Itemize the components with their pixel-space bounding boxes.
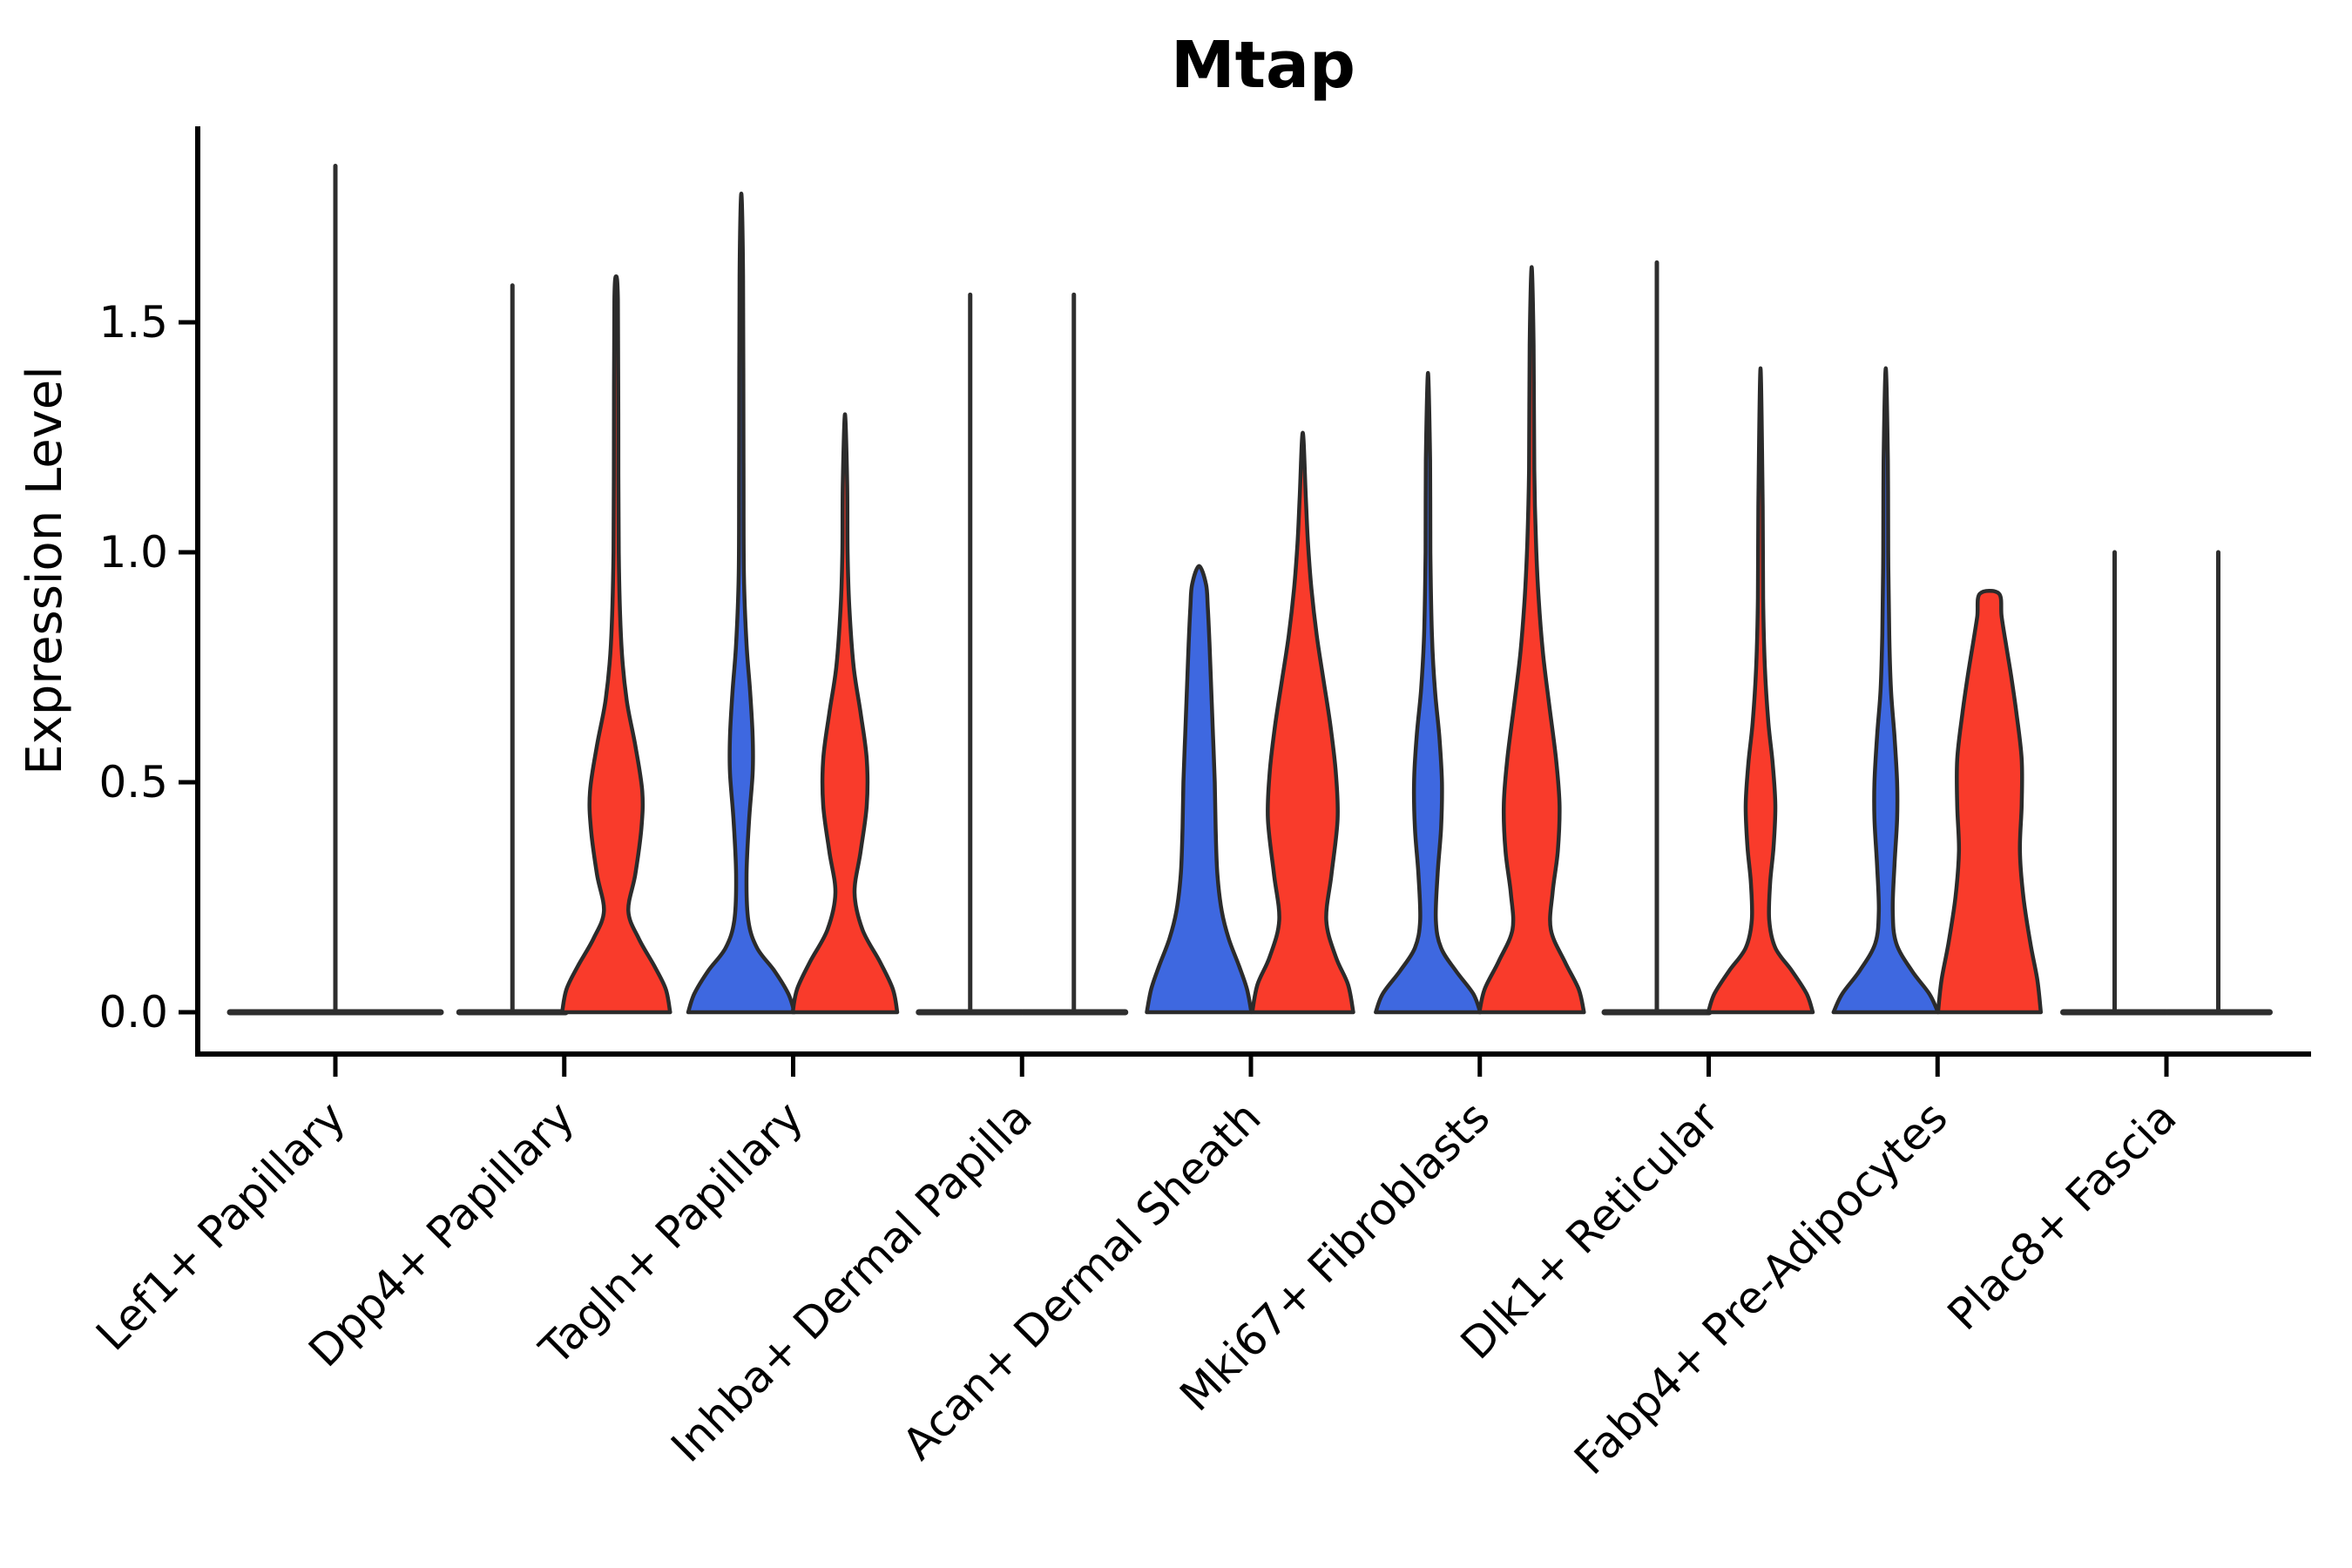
x-tick-label: Inhba+ Dermal Papilla (661, 1092, 1041, 1471)
violin-red (790, 412, 900, 1015)
violin-red (1250, 430, 1355, 1015)
y-tick-label: 1.5 (98, 297, 168, 348)
x-tick-label: Plac8+ Fascia (1938, 1092, 2186, 1340)
violin-blue (1374, 370, 1483, 1015)
y-tick-label: 0.0 (98, 987, 168, 1037)
y-tick-label: 1.0 (98, 527, 168, 578)
x-tick-label: Fabp4+ Pre-Adipocytes (1565, 1092, 1957, 1484)
chart-title: Mtap (1171, 28, 1355, 103)
violin-blue (686, 191, 797, 1015)
violin-blue (1831, 366, 1941, 1015)
x-tick-label: Lef1+ Papillary (86, 1092, 355, 1360)
y-tick-label: 0.5 (98, 757, 168, 808)
violin-blue (1145, 564, 1254, 1015)
violin-red (1936, 588, 2044, 1015)
violin-red (1706, 366, 1815, 1015)
y-axis-ticks: 0.0 0.5 1.0 1.5 (98, 297, 198, 1037)
y-axis-label: Expression Level (17, 366, 73, 775)
violin-series (226, 163, 2273, 1016)
violin-red (1477, 265, 1586, 1015)
violin-red (560, 274, 672, 1015)
